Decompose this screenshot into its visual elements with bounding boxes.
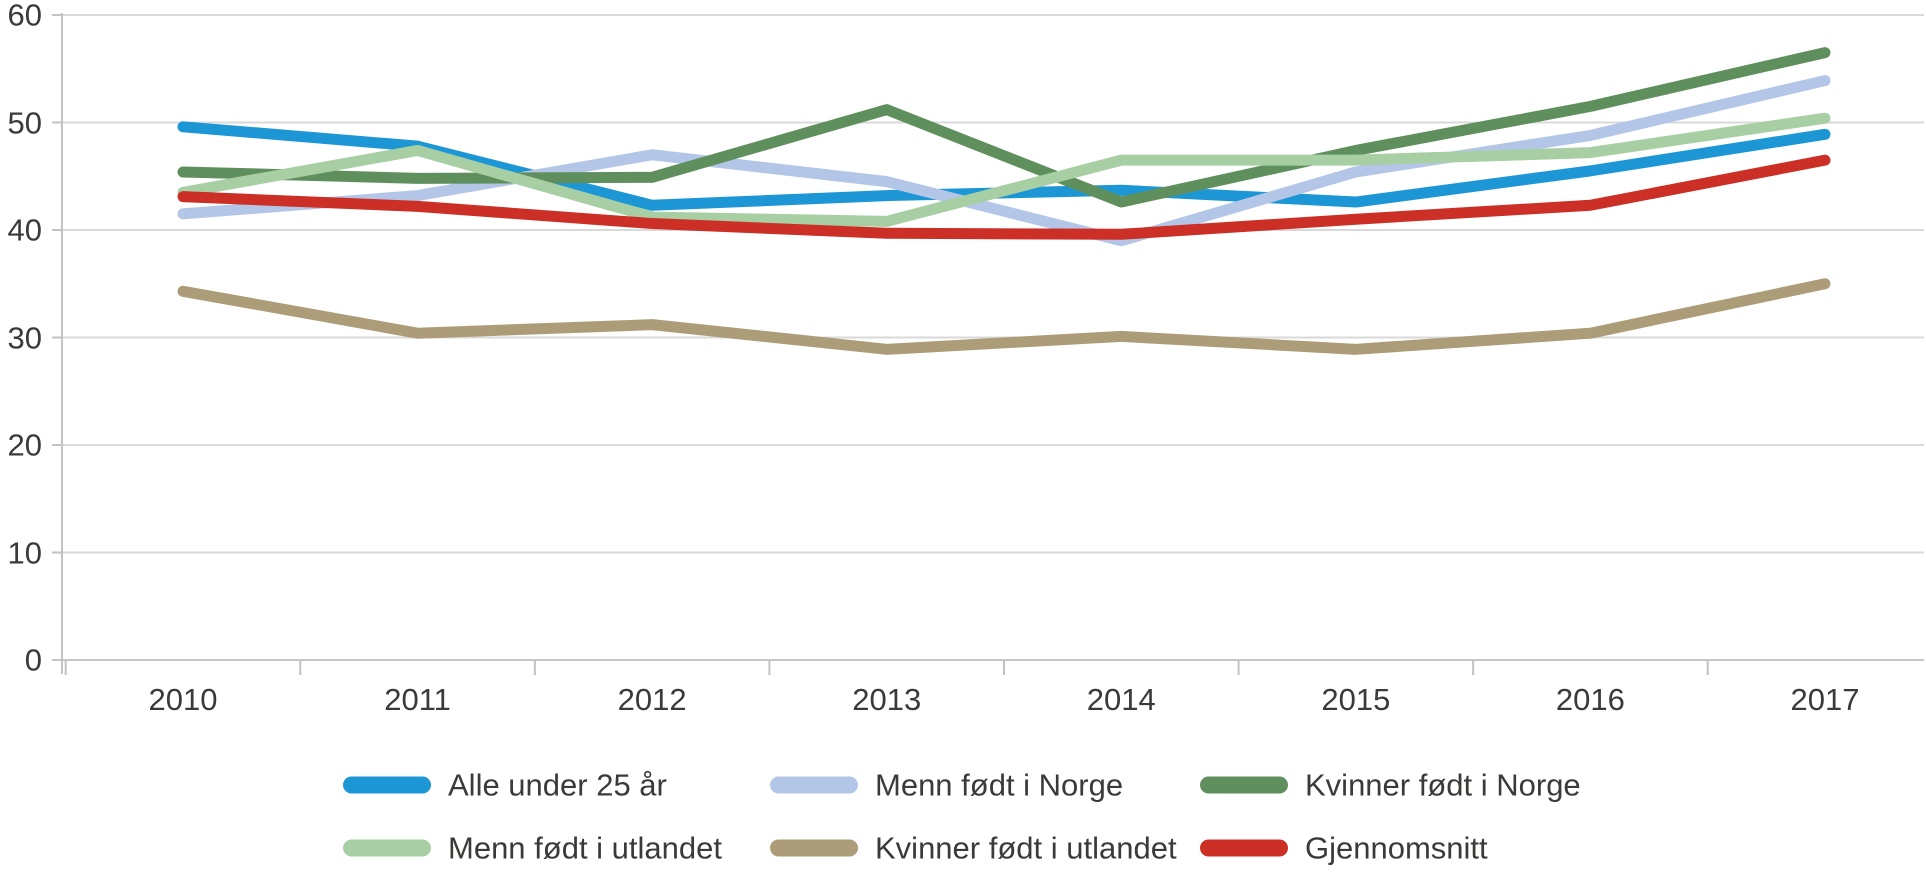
series-line-menn-fodt-i-norge xyxy=(177,75,1831,247)
x-tick-label-2010: 2010 xyxy=(148,682,218,717)
legend-swatch-kvinner-fodt-i-norge xyxy=(1200,776,1288,794)
x-tick-label-2016: 2016 xyxy=(1555,682,1625,717)
x-tick-label-2011: 2011 xyxy=(384,682,451,717)
x-tick-label-2014: 2014 xyxy=(1086,682,1156,717)
legend-swatch-gjennomsnitt xyxy=(1200,839,1288,857)
series-line-gjennomsnitt xyxy=(177,154,1831,240)
y-tick-label-50: 50 xyxy=(7,105,42,140)
legend-swatch-menn-fodt-i-norge xyxy=(770,776,858,794)
legend-label-gjennomsnitt: Gjennomsnitt xyxy=(1305,830,1488,866)
series-line-menn-fodt-i-utlandet xyxy=(177,112,1831,227)
legend-label-menn-fodt-i-norge: Menn født i Norge xyxy=(875,767,1124,803)
x-tick-label-2013: 2013 xyxy=(852,682,922,717)
y-tick-label-10: 10 xyxy=(7,535,42,570)
legend-label-alle-under-25-ar: Alle under 25 år xyxy=(448,767,667,803)
series-line-kvinner-fodt-i-utlandet xyxy=(177,278,1831,355)
legend-swatch-kvinner-fodt-i-utlandet xyxy=(770,839,858,857)
series-line-kvinner-fodt-i-norge xyxy=(177,47,1831,208)
x-tick-label-2012: 2012 xyxy=(617,682,687,717)
x-tick-label-2017: 2017 xyxy=(1790,682,1860,717)
x-tick-label-2015: 2015 xyxy=(1321,682,1391,717)
y-tick-label-0: 0 xyxy=(24,642,42,678)
legend-swatch-menn-fodt-i-utlandet xyxy=(343,839,431,857)
legend-label-kvinner-fodt-i-utlandet: Kvinner født i utlandet xyxy=(875,830,1177,866)
y-tick-label-40: 40 xyxy=(7,212,42,248)
legend-label-kvinner-fodt-i-norge: Kvinner født i Norge xyxy=(1305,767,1581,803)
y-tick-label-60: 60 xyxy=(7,0,42,33)
y-tick-label-30: 30 xyxy=(7,320,42,355)
legend-label-menn-fodt-i-utlandet: Menn født i utlandet xyxy=(448,830,722,866)
legend-swatch-alle-under-25-ar xyxy=(343,776,431,794)
y-tick-label-20: 20 xyxy=(7,427,42,463)
